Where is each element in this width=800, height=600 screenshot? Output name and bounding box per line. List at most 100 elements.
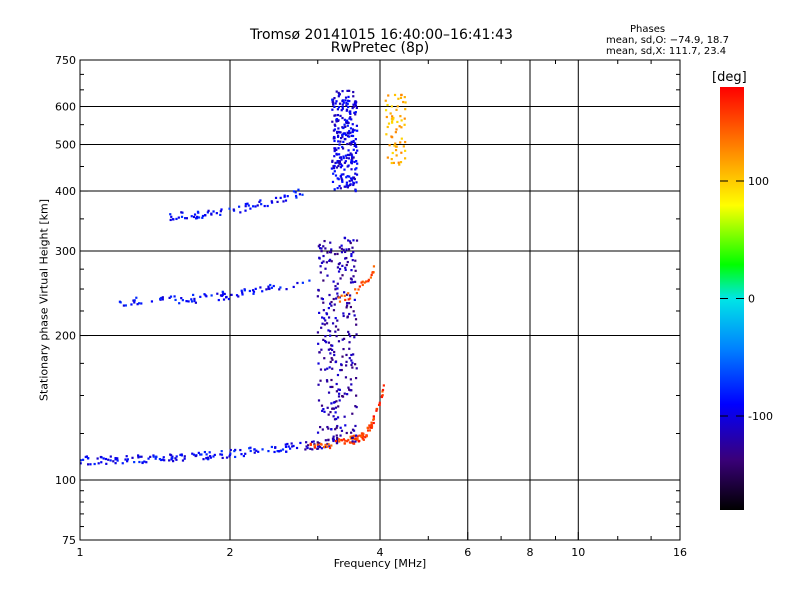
data-point xyxy=(320,348,323,351)
data-point xyxy=(348,302,351,305)
data-point xyxy=(228,207,231,210)
data-point xyxy=(327,413,330,416)
data-point xyxy=(79,462,82,465)
data-point xyxy=(341,90,344,93)
x-tick-label: 6 xyxy=(464,546,471,559)
data-point xyxy=(340,363,343,366)
data-point xyxy=(338,160,341,163)
data-point xyxy=(336,282,339,285)
data-point xyxy=(335,100,338,103)
data-point xyxy=(344,250,347,254)
data-point xyxy=(339,163,343,166)
data-point xyxy=(317,362,320,365)
data-point xyxy=(355,181,358,184)
data-point xyxy=(332,407,336,410)
data-point xyxy=(124,304,127,307)
data-point xyxy=(331,367,334,370)
data-point xyxy=(334,406,338,409)
data-point xyxy=(192,215,196,219)
data-point xyxy=(351,361,354,364)
data-point xyxy=(329,302,332,305)
data-point xyxy=(352,353,355,356)
data-point xyxy=(168,296,171,299)
data-point xyxy=(272,284,275,288)
data-point xyxy=(346,102,349,105)
data-point xyxy=(298,193,302,196)
data-point xyxy=(316,443,319,446)
data-point xyxy=(355,333,358,336)
y-tick-label: 200 xyxy=(55,330,76,343)
data-point xyxy=(324,319,327,322)
data-point xyxy=(350,162,353,165)
data-point xyxy=(325,341,328,344)
data-point xyxy=(337,438,341,441)
data-point xyxy=(316,431,320,434)
data-point xyxy=(338,143,341,146)
data-point xyxy=(244,205,247,208)
data-point xyxy=(330,167,333,170)
data-point xyxy=(206,211,209,214)
data-point xyxy=(169,218,172,222)
data-point xyxy=(350,134,353,137)
data-point xyxy=(344,99,347,102)
data-point xyxy=(345,304,349,307)
data-point xyxy=(321,316,324,319)
data-point xyxy=(274,446,277,449)
data-point xyxy=(350,168,353,171)
data-point xyxy=(265,288,268,291)
data-point xyxy=(355,239,359,242)
data-point xyxy=(341,107,344,110)
data-point xyxy=(340,244,343,247)
data-point xyxy=(228,455,231,458)
data-point xyxy=(249,446,252,449)
data-point xyxy=(372,415,375,418)
data-point xyxy=(183,457,186,460)
data-point xyxy=(324,339,327,343)
data-point xyxy=(261,290,264,293)
data-point xyxy=(160,458,163,462)
data-point xyxy=(328,293,331,297)
y-axis-ticks: 75 100 200 300 400 500 600 750 xyxy=(55,54,680,547)
data-point xyxy=(342,312,345,315)
data-point xyxy=(348,175,351,178)
data-point xyxy=(363,281,366,284)
data-point xyxy=(317,342,320,345)
data-point xyxy=(295,446,299,450)
data-point xyxy=(340,109,343,112)
data-point xyxy=(347,330,350,334)
data-point xyxy=(339,426,342,429)
data-point xyxy=(278,288,281,291)
data-point xyxy=(349,177,353,180)
data-point xyxy=(350,437,354,440)
data-point xyxy=(338,93,341,96)
data-point xyxy=(344,298,347,302)
data-point xyxy=(355,291,359,295)
data-point xyxy=(347,131,350,134)
data-point xyxy=(126,458,129,461)
data-point xyxy=(318,256,321,259)
data-point xyxy=(322,254,325,258)
data-point xyxy=(213,453,216,457)
data-point xyxy=(319,265,322,268)
data-point xyxy=(354,189,357,192)
data-point xyxy=(329,352,332,355)
data-point xyxy=(277,450,281,453)
data-point xyxy=(205,453,208,456)
data-point xyxy=(313,444,317,447)
data-point xyxy=(340,177,343,180)
data-point xyxy=(178,302,181,305)
data-point xyxy=(237,295,240,298)
data-point xyxy=(333,97,336,100)
data-point xyxy=(348,135,351,138)
data-point xyxy=(317,288,320,292)
data-point xyxy=(342,314,345,318)
data-point xyxy=(334,288,337,291)
data-point xyxy=(346,124,349,127)
data-point xyxy=(338,131,341,134)
data-point xyxy=(118,300,122,303)
data-point xyxy=(355,173,359,176)
data-point xyxy=(349,335,352,338)
data-point xyxy=(351,157,354,160)
data-point xyxy=(180,211,183,214)
data-point xyxy=(339,140,342,143)
